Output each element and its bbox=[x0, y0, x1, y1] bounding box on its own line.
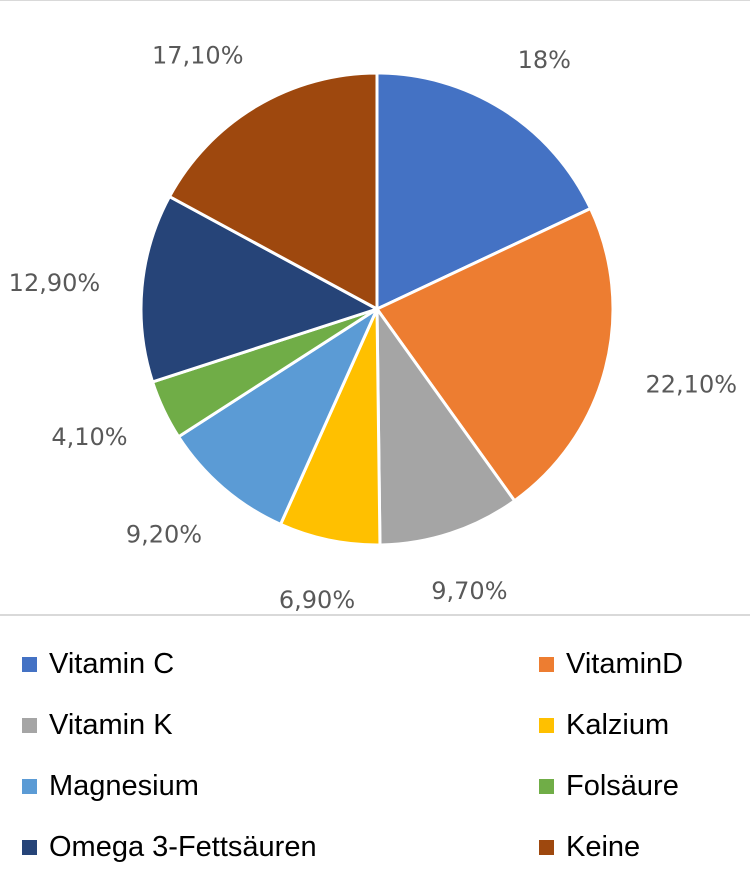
legend-label: Vitamin C bbox=[49, 647, 175, 680]
data-label-omega-3-fetts-uren: 12,90% bbox=[9, 269, 101, 297]
legend-item-kalzium: Kalzium bbox=[539, 705, 669, 745]
data-label-vitamind: 22,10% bbox=[646, 371, 738, 399]
data-label-kalzium: 6,90% bbox=[279, 586, 355, 614]
pie-slice-omega-3-fetts-uren bbox=[139, 195, 379, 384]
legend-swatch bbox=[22, 656, 37, 672]
pie-chart: 18% 22,10% 9,70% 6,90% 9,20% 4,10% 12,90% 17,10… bbox=[9, 42, 737, 614]
data-label-vitamin-k: 9,70% bbox=[431, 577, 507, 605]
legend-item-vitamind: VitaminD bbox=[539, 644, 683, 684]
legend-item-keine: Keine bbox=[539, 827, 640, 867]
data-label-fols-ure: 4,10% bbox=[51, 423, 127, 451]
legend-swatch bbox=[539, 839, 554, 855]
data-label-vitamin-c: 18% bbox=[518, 46, 571, 74]
data-label-keine: 17,10% bbox=[152, 42, 244, 70]
legend-label: Folsäure bbox=[566, 769, 679, 802]
legend-swatch bbox=[22, 717, 37, 733]
pie-slice-magnesium bbox=[177, 307, 379, 526]
legend-item-omega-3: Omega 3-Fettsäuren bbox=[22, 827, 317, 867]
pie-slice-vitamind bbox=[375, 207, 615, 503]
chart-area: 18% 22,10% 9,70% 6,90% 9,20% 4,10% 12,90% 17,10… bbox=[0, 0, 750, 614]
legend-label: Keine bbox=[566, 830, 641, 863]
legend-item-vitamin-c: Vitamin C bbox=[22, 644, 174, 684]
legend-swatch bbox=[539, 778, 554, 794]
legend-label: Omega 3-Fettsäuren bbox=[49, 830, 317, 863]
pie-slices bbox=[139, 71, 615, 547]
legend-item-folsaeure: Folsäure bbox=[539, 766, 679, 806]
legend-swatch bbox=[22, 778, 37, 794]
data-labels: 18% 22,10% 9,70% 6,90% 9,20% 4,10% 12,90% 17,10… bbox=[9, 42, 737, 614]
pie-slice-vitamin-c bbox=[375, 71, 593, 311]
legend-item-vitamin-k: Vitamin K bbox=[22, 705, 173, 745]
legend-label: VitaminD bbox=[566, 647, 684, 680]
legend-label: Magnesium bbox=[49, 769, 199, 802]
legend-item-magnesium: Magnesium bbox=[22, 766, 199, 806]
pie-slice-keine bbox=[167, 71, 379, 311]
data-label-magnesium: 9,20% bbox=[126, 521, 202, 549]
legend-swatch bbox=[22, 839, 37, 855]
legend-swatch bbox=[539, 717, 554, 733]
legend-label: Kalzium bbox=[566, 708, 670, 741]
legend: Vitamin C VitaminD Vitamin K Kalzium Mag… bbox=[0, 616, 750, 879]
legend-swatch bbox=[539, 656, 554, 672]
legend-separator bbox=[0, 614, 750, 616]
pie-slice-vitamin-k bbox=[375, 307, 517, 547]
legend-label: Vitamin K bbox=[49, 708, 173, 741]
